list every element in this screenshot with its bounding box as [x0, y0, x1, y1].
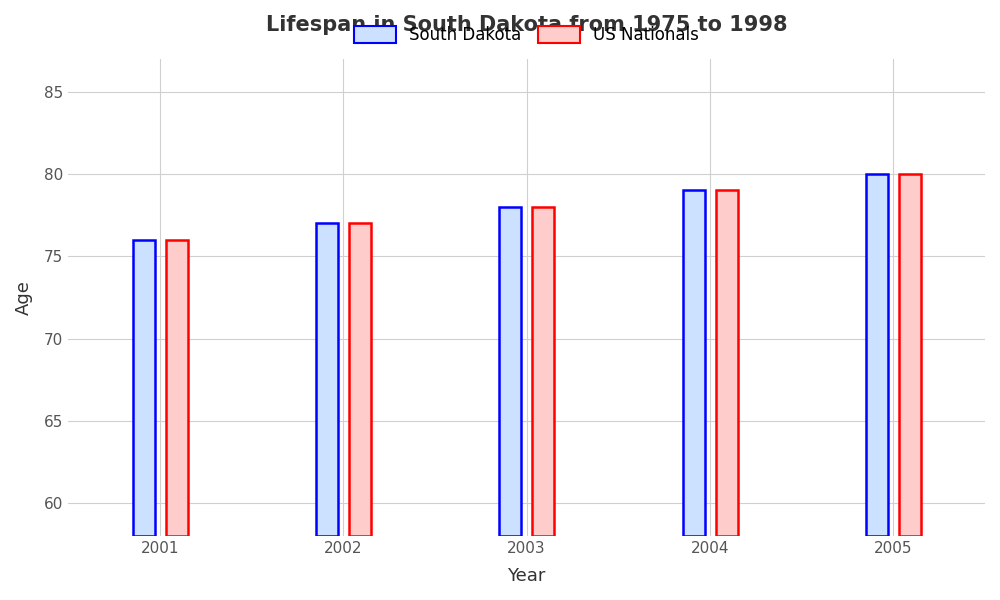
Bar	[716, 190, 738, 536]
X-axis label: Year: Year	[507, 567, 546, 585]
Legend: South Dakota, US Nationals: South Dakota, US Nationals	[348, 19, 706, 51]
Bar	[532, 207, 554, 536]
Bar	[349, 223, 371, 536]
Y-axis label: Age: Age	[15, 280, 33, 315]
Bar	[166, 240, 188, 536]
Bar	[499, 207, 521, 536]
Bar	[133, 240, 155, 536]
Bar	[899, 174, 921, 536]
Bar	[683, 190, 705, 536]
Bar	[866, 174, 888, 536]
Bar	[316, 223, 338, 536]
Title: Lifespan in South Dakota from 1975 to 1998: Lifespan in South Dakota from 1975 to 19…	[266, 15, 787, 35]
